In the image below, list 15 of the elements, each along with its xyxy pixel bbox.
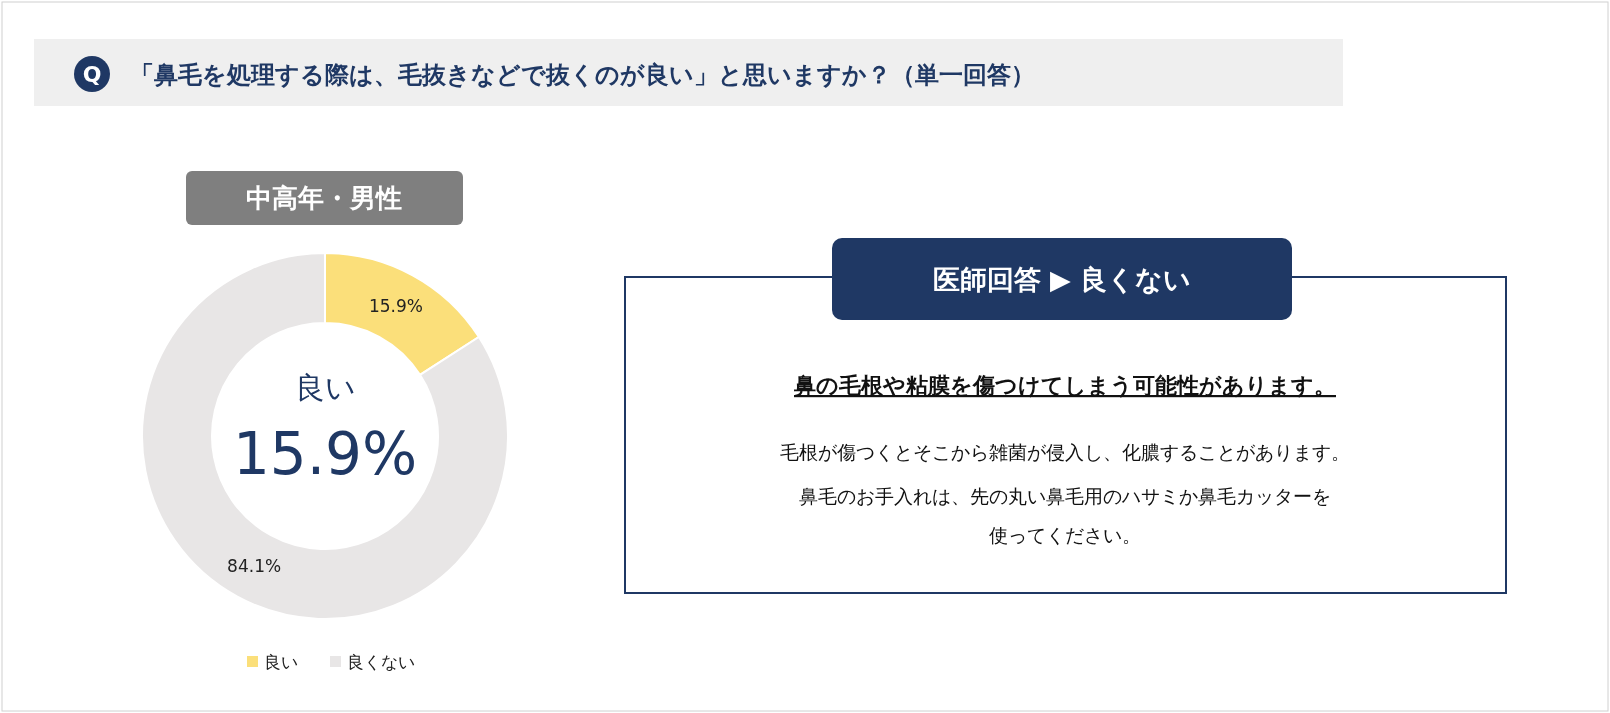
text: 鼻毛のお手入れは、先の丸い鼻毛用のハサミか鼻毛カッターを	[799, 485, 1331, 507]
text: 「鼻毛を処理する際は、毛抜きなどで抜くのが良い」と思いますか？（単一回答）	[130, 61, 1035, 89]
text: 医師回答 ▶ 良くない	[932, 264, 1192, 295]
text: 15.9%	[232, 420, 418, 488]
legend-label: 良い	[264, 652, 298, 672]
text: 鼻の毛根や粘膜を傷つけてしまう可能性があります。	[793, 373, 1336, 398]
data-label: 15.9%	[368, 296, 423, 317]
text: 毛根が傷つくとそこから雑菌が侵入し、化膿することがあります。	[780, 441, 1350, 463]
donut-slice	[141, 252, 509, 620]
legend-label: 良くない	[347, 652, 415, 672]
text: 良い	[294, 370, 356, 405]
text: 使ってください。	[989, 524, 1141, 546]
data-label: 84.1%	[227, 555, 282, 576]
chart-subtitle: 中高年・男性	[246, 183, 402, 213]
q-badge: Q	[74, 56, 110, 92]
